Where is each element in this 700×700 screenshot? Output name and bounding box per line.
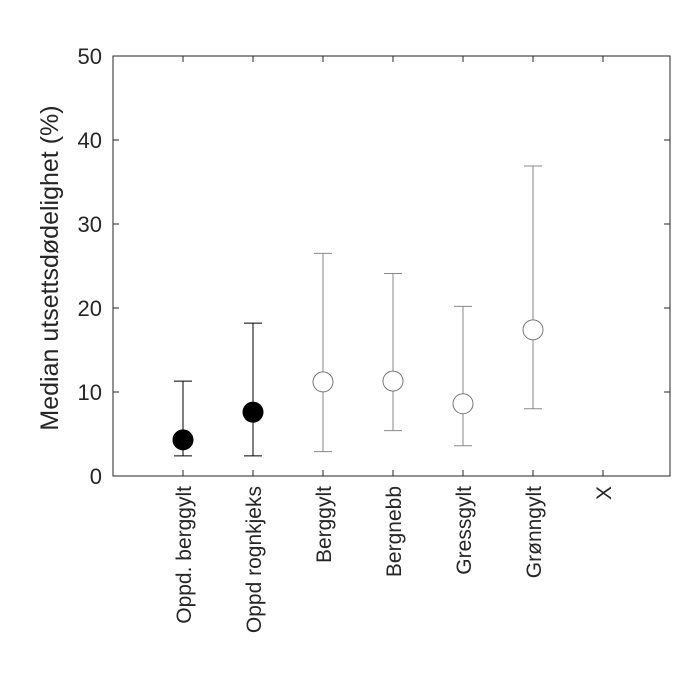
median-marker [522,319,544,341]
plot-area [112,55,671,477]
x-tick-label: Oppd rognkjeks [243,486,266,633]
error-bar [314,252,332,453]
x-axis-ticks: Oppd. berggylt Oppd rognkjeks Berggylt Berg… [173,56,616,633]
error-bars [174,165,542,457]
median-marker [452,393,474,415]
error-bar [524,165,542,410]
y-axis-title: Median utsettsdødelighet (%) [36,105,64,430]
y-tick-label: 20 [78,296,102,321]
median-marker [312,371,334,393]
x-tick-label: X [593,486,616,500]
plot-frame [112,55,671,477]
y-tick-label: 50 [78,44,102,69]
x-tick-label: Berggylt [313,486,336,563]
x-tick-label: Oppd. berggylt [173,486,196,624]
error-bar [244,322,262,457]
median-marker [382,370,404,392]
markers [172,319,544,451]
y-axis-ticks: 0 10 20 30 40 50 [78,44,670,489]
x-tick-label: Gressgylt [453,486,476,575]
x-tick-label: Bergnebb [383,486,406,577]
median-marker [172,429,194,451]
y-tick-label: 30 [78,212,102,237]
error-bar [454,305,472,447]
error-bar [384,273,402,432]
y-tick-label: 10 [78,380,102,405]
x-tick-label: Grønngylt [523,486,546,578]
median-marker [242,401,264,423]
y-tick-label: 0 [90,464,102,489]
y-tick-label: 40 [78,128,102,153]
